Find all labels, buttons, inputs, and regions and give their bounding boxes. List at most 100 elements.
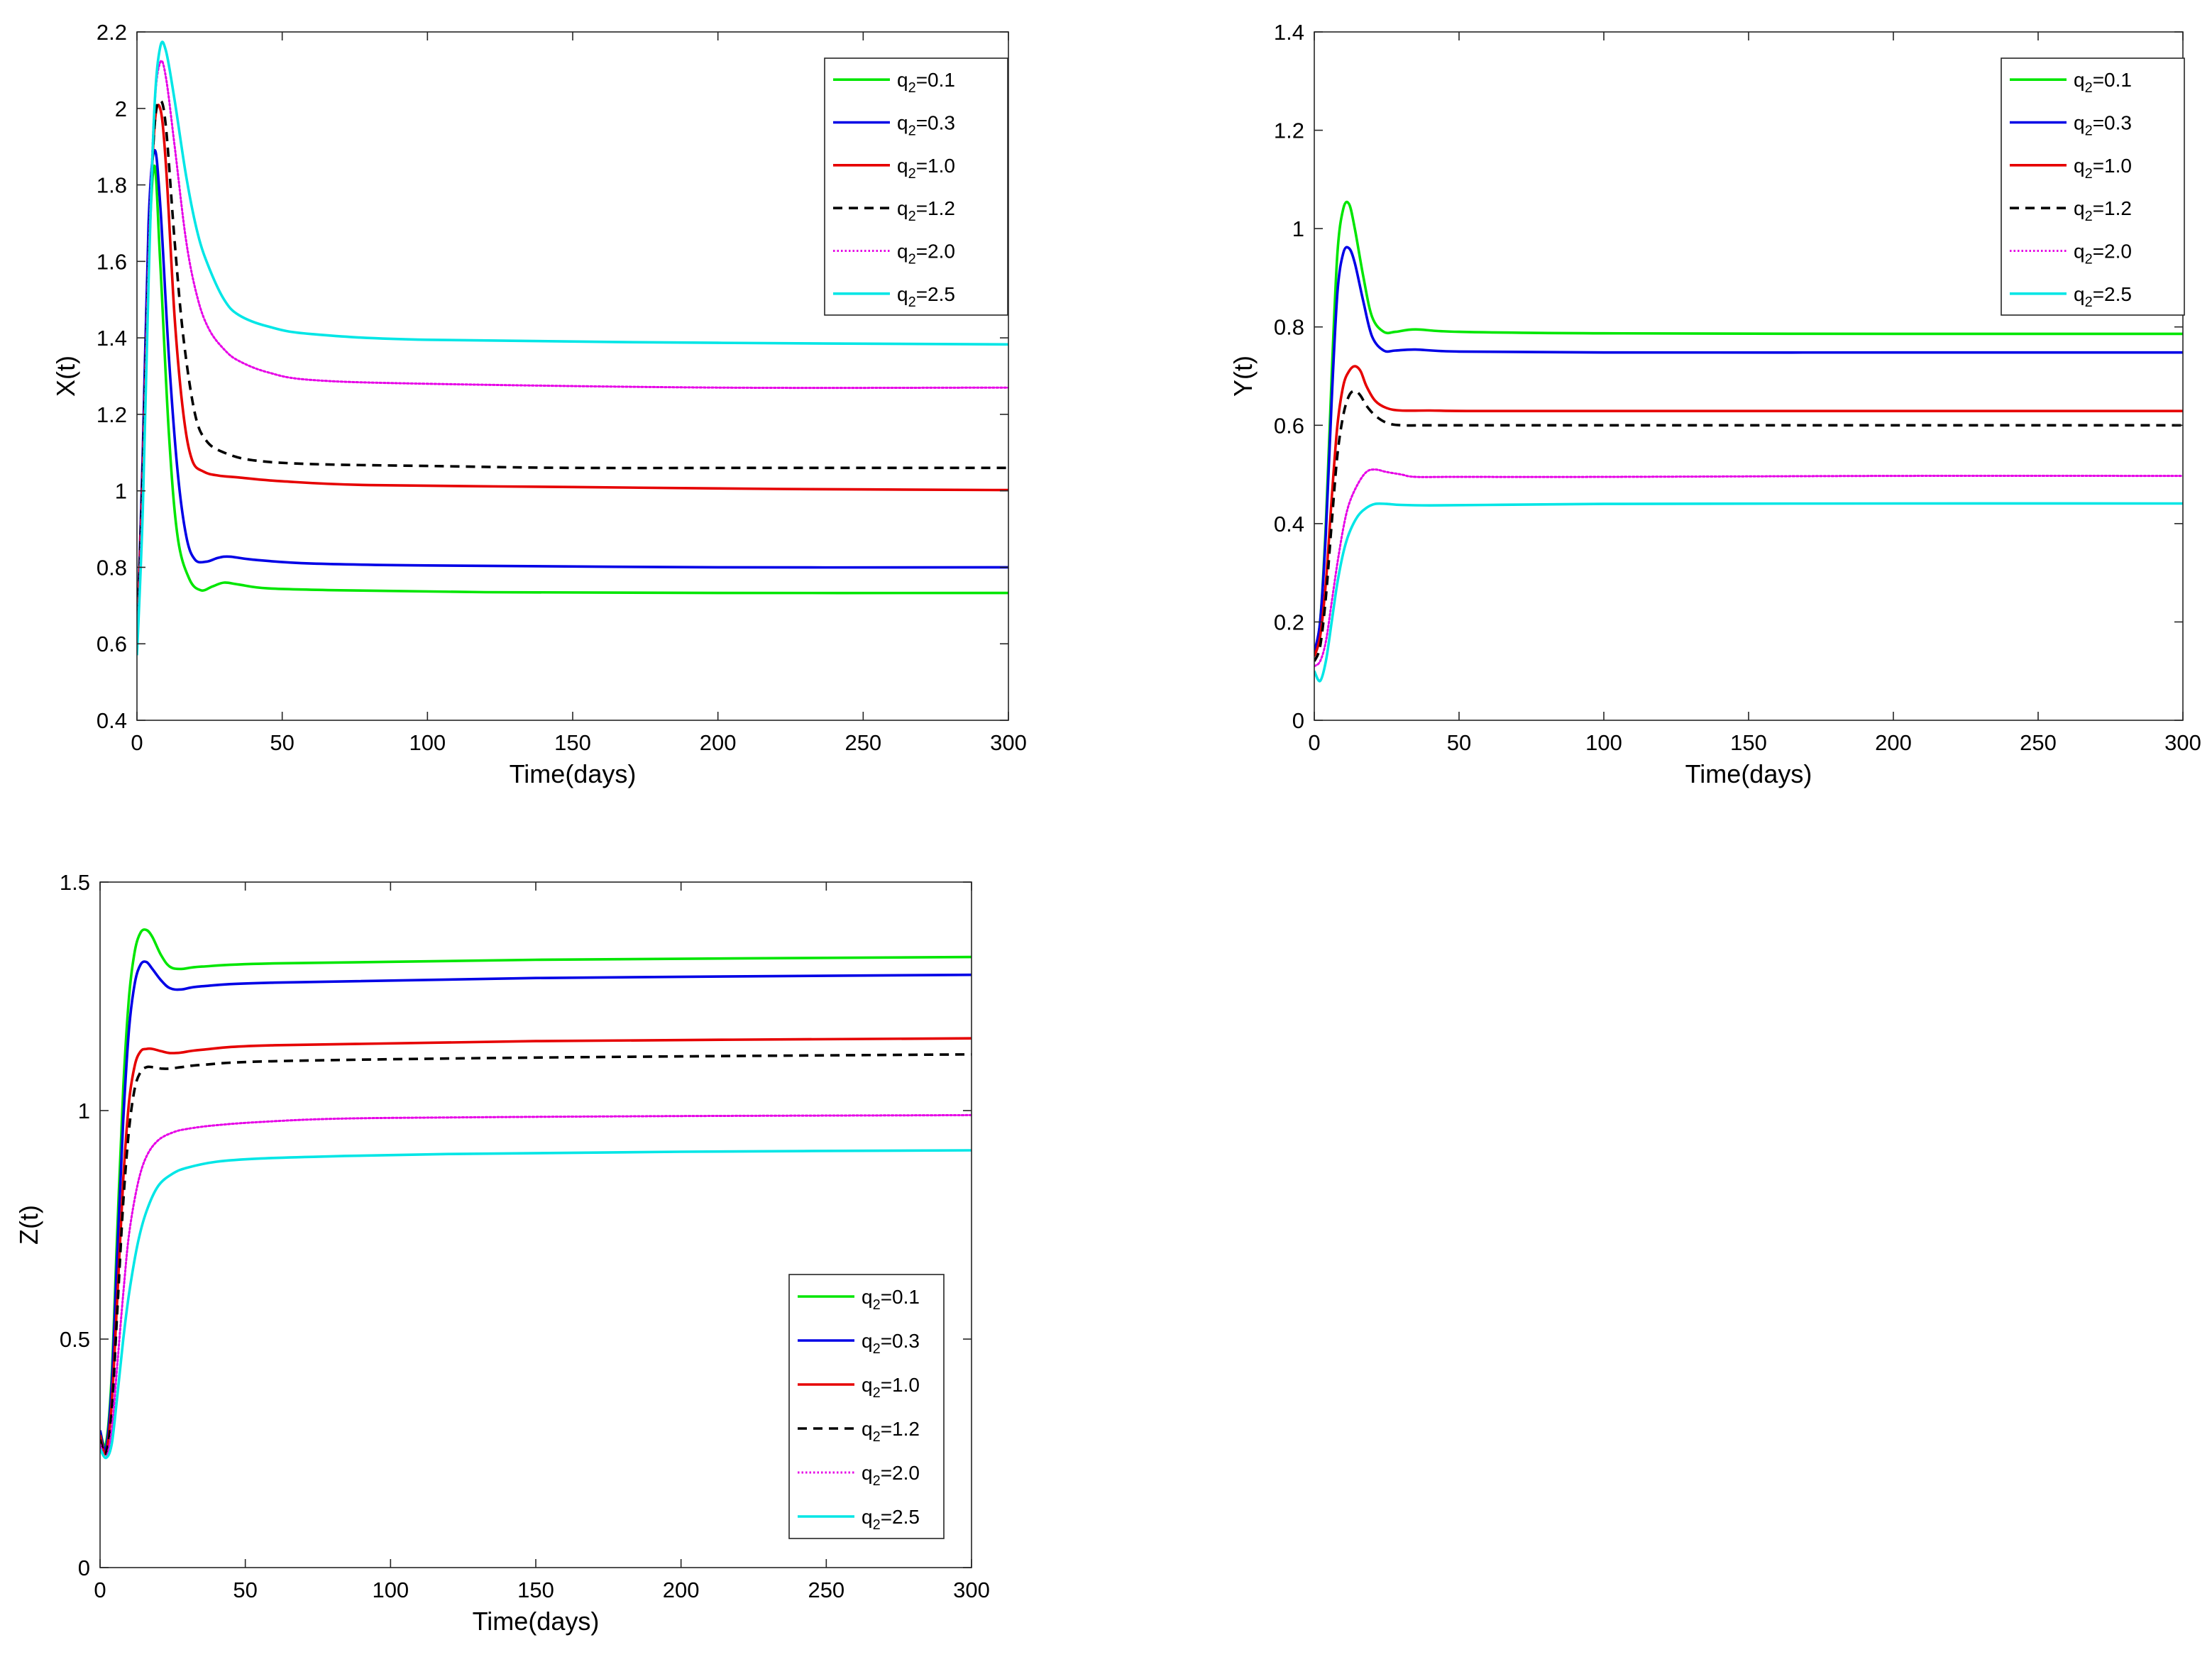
- x-tick-label: 150: [554, 730, 591, 755]
- chart-z-panel: 0 50 100 150 200 250 300 0 0.5 1 1.5 Time(days) Z(t)…: [14, 870, 990, 1636]
- series-line-q2-2-0: [1314, 468, 2183, 668]
- x-tick-label: 100: [1585, 730, 1622, 755]
- series-line-q2-2-5: [100, 1149, 972, 1460]
- legend-label: q2=1.0: [897, 155, 955, 182]
- y-tick-label: 1.8: [97, 173, 127, 198]
- legend-item: q2=0.1: [798, 1286, 920, 1313]
- legend-label: q2=0.1: [2074, 69, 2132, 96]
- legend-label: q2=1.2: [897, 197, 955, 224]
- legend-item: q2=1.0: [2010, 155, 2132, 182]
- y-tick-label: 1.2: [1274, 119, 1304, 143]
- x-tick-label: 200: [700, 730, 737, 755]
- legend-label: q2=0.3: [862, 1330, 920, 1357]
- legend-item: q2=2.5: [833, 283, 955, 310]
- x-tick-label: 0: [94, 1578, 106, 1602]
- legend: q2=0.1 q2=0.3 q2=1.0 q2=1.2 q2=2.0 q2=2.5: [788, 1274, 945, 1539]
- legend-label: q2=1.2: [2074, 197, 2132, 224]
- legend-box: [824, 57, 1008, 316]
- y-axis-label: Z(t): [14, 1205, 43, 1245]
- y-tick-label: 0.5: [60, 1327, 90, 1352]
- legend-item: q2=1.0: [798, 1374, 920, 1401]
- y-tick-label: 0: [78, 1556, 90, 1580]
- x-tick-label: 100: [409, 730, 446, 755]
- series-line-q2-0-3: [1314, 246, 2183, 652]
- x-tick-label: 250: [844, 730, 881, 755]
- y-axis-label: Y(t): [1228, 356, 1258, 397]
- series-line-q2-1-2: [1314, 390, 2183, 662]
- legend-item: q2=1.2: [798, 1418, 920, 1445]
- series-group: [1314, 200, 2183, 683]
- x-tick-label: 150: [1730, 730, 1767, 755]
- legend-item: q2=2.0: [833, 241, 955, 268]
- legend-item: q2=2.0: [798, 1462, 920, 1489]
- legend-item: q2=1.2: [2010, 197, 2132, 224]
- y-tick-label: 1.2: [97, 402, 127, 427]
- chart-x-panel: 0 50 100 150 200 250 300 0.4 0.6 0.8 1 1.2 1.4 1.6 1.8…: [51, 20, 1027, 788]
- legend-box: [2001, 57, 2185, 316]
- x-axis-label: Time(days): [1685, 759, 1812, 788]
- y-tick-label: 2: [115, 97, 127, 121]
- legend-label: q2=2.0: [862, 1462, 920, 1489]
- legend-item: q2=2.5: [2010, 283, 2132, 310]
- legend-label: q2=2.5: [2074, 283, 2132, 310]
- legend-label: q2=0.1: [897, 69, 955, 96]
- legend-label: q2=1.2: [862, 1418, 920, 1445]
- legend-label: q2=2.0: [2074, 241, 2132, 268]
- legend: q2=0.1 q2=0.3 q2=1.0 q2=1.2 q2=2.0 q2=2.5: [2001, 57, 2185, 316]
- legend-item: q2=2.5: [798, 1506, 920, 1533]
- y-tick-label: 0.8: [97, 555, 127, 580]
- legend-label: q2=0.3: [2074, 112, 2132, 139]
- y-tick-label: 0.6: [97, 632, 127, 656]
- y-tick-label: 1.5: [60, 870, 90, 895]
- series-line-q2-1-0: [100, 1037, 972, 1456]
- x-tick-label: 250: [808, 1578, 844, 1602]
- x-tick-label: 0: [1308, 730, 1320, 755]
- y-tick-label: 0.2: [1274, 610, 1304, 634]
- chart-y-panel: 0 50 100 150 200 250 300 0 0.2 0.4 0.6 0.8 1 1.2 1.4 Ti…: [1228, 20, 2201, 788]
- y-tick-label: 1: [1292, 216, 1304, 241]
- x-tick-label: 150: [517, 1578, 554, 1602]
- x-tick-label: 300: [2164, 730, 2201, 755]
- y-tick-label: 1.4: [1274, 20, 1304, 45]
- legend-label: q2=1.0: [2074, 155, 2132, 182]
- y-tick-label: 0.4: [97, 708, 127, 733]
- legend-item: q2=1.0: [833, 155, 955, 182]
- x-tick-label: 50: [270, 730, 294, 755]
- y-tick-label: 0.8: [1274, 315, 1304, 340]
- y-tick-label: 0.6: [1274, 413, 1304, 438]
- legend-label: q2=2.5: [897, 283, 955, 310]
- legend-item: q2=0.3: [798, 1330, 920, 1357]
- x-axis-label: Time(days): [510, 759, 637, 788]
- y-tick-label: 2.2: [97, 20, 127, 45]
- legend-item: q2=2.0: [2010, 241, 2132, 268]
- series-line-q2-0-3: [137, 149, 1008, 644]
- x-axis-label: Time(days): [473, 1607, 600, 1636]
- legend-item: q2=0.1: [833, 69, 955, 96]
- legend-label: q2=0.3: [897, 112, 955, 139]
- series-line-q2-0-3: [100, 960, 972, 1452]
- y-tick-label: 1: [78, 1099, 90, 1123]
- series-group: [137, 40, 1008, 656]
- x-tick-label: 300: [953, 1578, 990, 1602]
- y-tick-label: 1.4: [97, 326, 127, 351]
- y-tick-label: 1: [115, 479, 127, 504]
- series-line-q2-2-0: [100, 1113, 972, 1460]
- y-axis-label: X(t): [51, 356, 80, 397]
- legend-item: q2=0.3: [833, 112, 955, 139]
- series-group: [100, 928, 972, 1460]
- series-line-q2-2-5: [1314, 502, 2183, 683]
- series-line-q2-1-2: [100, 1053, 972, 1455]
- y-tick-label: 0: [1292, 708, 1304, 733]
- series-line-q2-1-0: [1314, 365, 2183, 657]
- x-tick-label: 50: [1447, 730, 1471, 755]
- legend-item: q2=1.2: [833, 197, 955, 224]
- y-tick-label: 1.6: [97, 249, 127, 274]
- x-tick-label: 0: [131, 730, 143, 755]
- series-line-q2-2-5: [137, 40, 1008, 656]
- y-tick-label: 0.4: [1274, 512, 1304, 536]
- legend-label: q2=2.0: [897, 241, 955, 268]
- x-tick-label: 100: [372, 1578, 409, 1602]
- x-tick-label: 50: [233, 1578, 257, 1602]
- legend-label: q2=1.0: [862, 1374, 920, 1401]
